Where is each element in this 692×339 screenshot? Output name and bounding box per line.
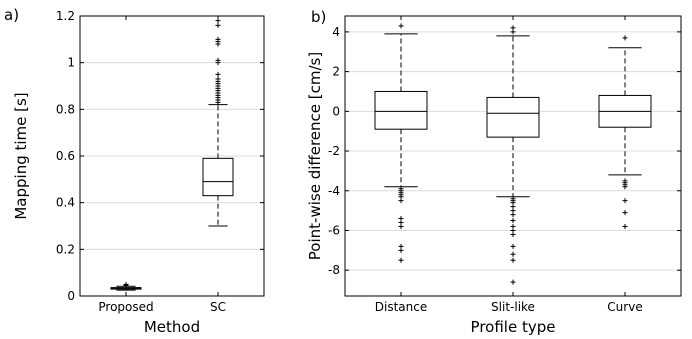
chart-panel-2: -8 -6 -4 -2 0 2 4 Distance Slit-like Curve Profile… <box>306 8 682 336</box>
y-tick-label: 0.6 <box>56 149 75 163</box>
outlier-point <box>510 251 516 257</box>
box-distance <box>374 90 428 130</box>
outlier-point <box>622 223 628 229</box>
panel-label: b) <box>311 8 326 26</box>
outlier-point <box>622 210 628 216</box>
y-tick-label: 2 <box>332 65 340 79</box>
y-tick-label: 0.8 <box>56 102 75 116</box>
y-tick-label: 0.4 <box>56 196 75 210</box>
outlier-point <box>215 57 221 63</box>
y-tick-label: 0 <box>332 104 340 118</box>
y-tick-label: -8 <box>328 263 340 277</box>
outlier-point <box>398 223 404 229</box>
y-tick-label: 1 <box>67 56 75 70</box>
y-axis-label: Mapping time [s] <box>12 92 30 219</box>
y-tick-label: 4 <box>332 25 340 39</box>
x-tick-label: Curve <box>607 300 642 314</box>
x-axis-label: Method <box>144 318 200 336</box>
y-tick-label: 0 <box>67 289 75 303</box>
outlier-point <box>398 247 404 253</box>
y-tick-label: -6 <box>328 223 340 237</box>
outlier-point <box>510 279 516 285</box>
outlier-point <box>622 35 628 41</box>
outlier-point <box>510 257 516 263</box>
y-tick-label: 1.2 <box>56 9 75 23</box>
x-axis-label: Profile type <box>471 318 556 336</box>
y-tick-label: -4 <box>328 184 340 198</box>
outlier-point <box>215 36 221 42</box>
outlier-point <box>510 243 516 249</box>
outlier-point <box>510 25 516 31</box>
outlier-point <box>510 231 516 237</box>
outlier-point <box>398 198 404 204</box>
outlier-point <box>398 23 404 29</box>
outlier-point <box>215 76 221 82</box>
box-sc <box>202 157 234 197</box>
y-tick-label: 0.2 <box>56 242 75 256</box>
outlier-point <box>622 198 628 204</box>
panel-label: a) <box>4 6 19 24</box>
outlier-point <box>123 281 129 287</box>
box-slit-like <box>486 96 540 138</box>
outlier-point <box>510 212 516 218</box>
y-axis-label: Point-wise difference [cm/s] <box>306 52 324 260</box>
x-tick-label: Proposed <box>98 300 153 314</box>
outlier-point <box>215 22 221 28</box>
x-tick-label: SC <box>210 300 226 314</box>
outlier-point <box>215 71 221 77</box>
y-tick-label: -2 <box>328 144 340 158</box>
outlier-point <box>622 184 628 190</box>
x-tick-label: Slit-like <box>491 300 535 314</box>
chart-panel-1: 0 0.2 0.4 0.6 0.8 1 1.2 Proposed SC Method Mapping… <box>4 6 265 336</box>
outlier-point <box>398 257 404 263</box>
x-tick-label: Distance <box>375 300 427 314</box>
outlier-point <box>215 18 221 24</box>
outlier-point <box>510 218 516 224</box>
